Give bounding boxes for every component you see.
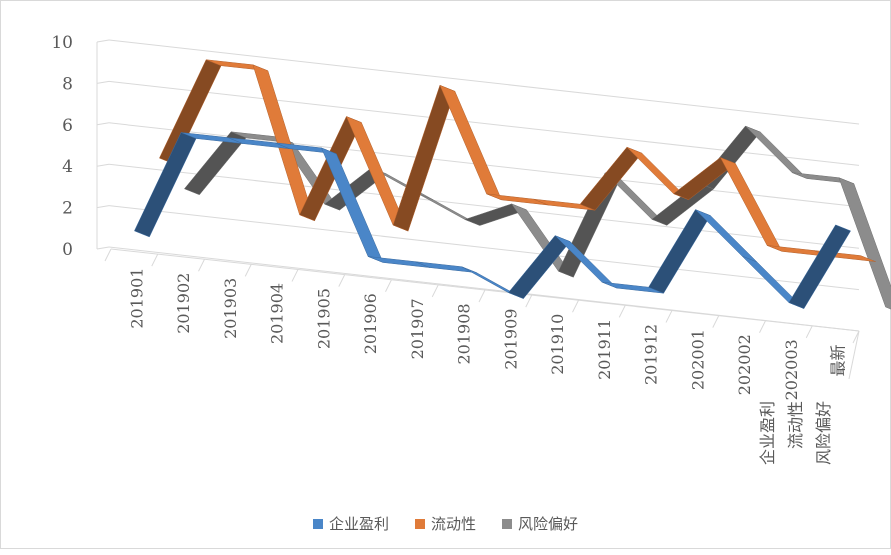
gridline-tick-5 bbox=[96, 39, 110, 43]
gridline-tick-3 bbox=[96, 122, 110, 126]
x-tick-label-4: 201905 bbox=[314, 288, 333, 349]
y-tick-label-0: 0 bbox=[62, 240, 73, 260]
series-1 bbox=[159, 59, 876, 262]
y-tick-label-3: 6 bbox=[62, 116, 73, 136]
series-2-segment-14 bbox=[838, 177, 891, 310]
depth-axis-line bbox=[848, 330, 860, 380]
gridline-2 bbox=[108, 163, 860, 249]
axis-labels: 0 2 4 6 8 10 201901 201902 201903 201904 201905 201… bbox=[51, 33, 847, 465]
gridlines bbox=[96, 39, 860, 380]
y-tick-label-2: 4 bbox=[62, 157, 73, 177]
x-tick-8 bbox=[478, 289, 486, 303]
y-tick-label-4: 8 bbox=[62, 74, 73, 94]
gridline-tick-1 bbox=[96, 205, 110, 209]
legend-item-series-1: 流动性 bbox=[414, 513, 476, 534]
x-tick-6 bbox=[385, 279, 392, 292]
legend-label-2: 风险偏好 bbox=[518, 515, 579, 533]
legend-label-0: 企业盈利 bbox=[328, 515, 389, 533]
series-1-segment-5 bbox=[392, 84, 456, 232]
x-tick-1 bbox=[151, 253, 159, 267]
x-tick-13 bbox=[712, 315, 720, 328]
gridline-tick-0 bbox=[96, 246, 110, 250]
x-tick-9 bbox=[525, 294, 533, 308]
legend-item-series-2: 风险偏好 bbox=[502, 513, 578, 534]
series-2-segment-12 bbox=[745, 125, 808, 179]
y-tick-label-5: 10 bbox=[51, 33, 73, 53]
legend-swatch-1 bbox=[414, 518, 425, 529]
gridline-tick-4 bbox=[96, 80, 110, 84]
series-ribbons bbox=[134, 59, 891, 310]
legend-label-1: 流动性 bbox=[430, 515, 476, 533]
y-tick-label-1: 2 bbox=[62, 199, 73, 219]
legend-swatch-2 bbox=[502, 518, 512, 529]
x-tick-14 bbox=[759, 320, 766, 333]
gridline-tick-2 bbox=[96, 163, 110, 167]
x-tick-label-0: 201901 bbox=[127, 268, 146, 329]
series-0 bbox=[134, 132, 851, 309]
x-tick-label-3: 201904 bbox=[268, 283, 287, 344]
x-tick-15 bbox=[805, 325, 813, 339]
x-tick-3 bbox=[244, 264, 252, 277]
series-1-segment-9 bbox=[579, 146, 643, 211]
x-tick-label-9: 201910 bbox=[548, 314, 567, 375]
x-tick-label-15: 最新 bbox=[829, 344, 848, 376]
x-tick-label-8: 201909 bbox=[501, 309, 520, 370]
gridline-5 bbox=[108, 39, 860, 125]
x-tick-11 bbox=[618, 305, 626, 318]
x-tick-label-11: 201912 bbox=[642, 324, 661, 385]
legend-item-series-0: 企业盈利 bbox=[312, 513, 389, 534]
x-tick-label-1: 201902 bbox=[174, 273, 193, 334]
series-0-segment-14 bbox=[788, 224, 851, 309]
series-1-segment-6 bbox=[439, 84, 503, 201]
x-tick-label-5: 201906 bbox=[361, 293, 380, 354]
x-tick-12 bbox=[665, 310, 673, 323]
depth-tick-label-0: 企业盈利 bbox=[758, 401, 777, 465]
depth-tick-label-1: 流动性 bbox=[786, 401, 805, 449]
x-tick-7 bbox=[431, 284, 439, 298]
depth-tick-label-2: 风险偏好 bbox=[814, 401, 833, 465]
legend-swatch-0 bbox=[312, 518, 323, 529]
x-tick-label-6: 201907 bbox=[408, 298, 427, 359]
series-0-segment-11 bbox=[648, 209, 711, 294]
gridline-1 bbox=[108, 205, 860, 291]
x-tick-label-7: 201908 bbox=[455, 303, 474, 364]
x-tick-0 bbox=[104, 248, 112, 262]
x-tick-label-14: 202003 bbox=[782, 339, 801, 400]
x-tick-4 bbox=[291, 269, 299, 282]
x-tick-5 bbox=[338, 274, 346, 287]
x-tick-label-10: 201911 bbox=[595, 319, 614, 380]
x-tick-16 bbox=[852, 330, 860, 344]
x-tick-label-12: 202001 bbox=[688, 329, 707, 390]
x-tick-label-13: 202002 bbox=[735, 334, 754, 395]
x-tick-2 bbox=[198, 259, 205, 272]
x-tick-label-2: 201903 bbox=[221, 278, 240, 339]
x-tick-10 bbox=[572, 300, 579, 313]
legend: 企业盈利 流动性 风险偏好 bbox=[1, 513, 890, 534]
